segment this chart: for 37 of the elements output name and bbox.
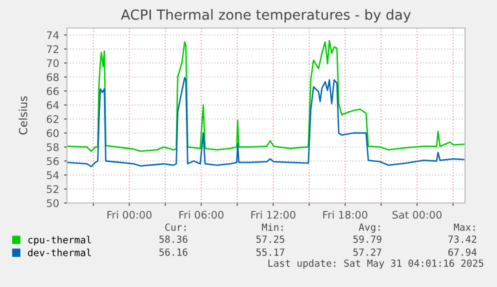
y-axis-title: Celsius bbox=[18, 96, 28, 135]
y-tick-label: 74 bbox=[46, 31, 59, 39]
x-tick-label: Fri 00:00 bbox=[107, 210, 152, 219]
x-tick-label: Fri 12:00 bbox=[251, 210, 296, 219]
chart-title: ACPI Thermal zone temperatures - by day bbox=[120, 9, 411, 23]
text: 55.17 bbox=[256, 248, 284, 256]
text: 56.16 bbox=[159, 248, 188, 256]
line-series bbox=[67, 40, 465, 152]
text: 59.79 bbox=[353, 235, 382, 243]
y-tick-label: 56 bbox=[46, 157, 59, 166]
text: 58.36 bbox=[159, 235, 188, 243]
y-tick-label: 52 bbox=[46, 185, 58, 194]
y-tick-label: 70 bbox=[46, 59, 59, 68]
text: Min: bbox=[262, 223, 283, 231]
y-tick-label: 54 bbox=[46, 171, 59, 180]
legend-label: dev-thermal bbox=[28, 248, 91, 256]
text: Last update: Sat May 31 04:01:16 2025 bbox=[268, 259, 484, 269]
text: Max: bbox=[454, 224, 475, 231]
x-tick-label: Fri 06:00 bbox=[179, 210, 224, 219]
text: 73.42 bbox=[448, 235, 476, 243]
text: 67.94 bbox=[448, 248, 477, 256]
x-tick-label: Fri 18:00 bbox=[323, 210, 368, 219]
y-tick-label: 58 bbox=[46, 143, 59, 152]
x-tick-label: Sat 00:00 bbox=[392, 210, 442, 219]
text: Cur: bbox=[165, 223, 186, 231]
y-tick-label: 72 bbox=[46, 45, 58, 53]
text: 57.27 bbox=[353, 248, 382, 256]
line-series bbox=[67, 77, 465, 168]
y-tick-label: 62 bbox=[46, 115, 58, 124]
text: Avg: bbox=[358, 224, 380, 233]
y-tick-label: 50 bbox=[46, 199, 59, 208]
y-tick-label: 68 bbox=[46, 73, 59, 82]
text: 57.25 bbox=[256, 235, 284, 243]
y-tick-label: 64 bbox=[46, 101, 59, 110]
y-tick-label: 60 bbox=[46, 129, 59, 138]
legend-label: cpu-thermal bbox=[28, 236, 91, 246]
y-tick-label: 66 bbox=[46, 87, 59, 96]
